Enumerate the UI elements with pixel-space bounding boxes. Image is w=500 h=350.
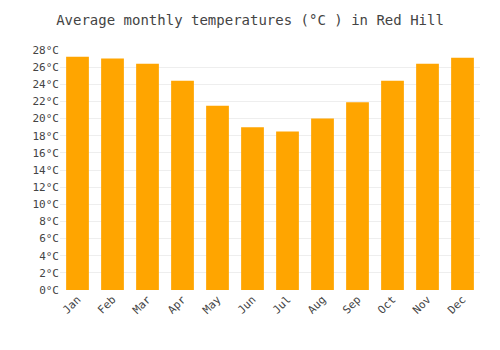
- svg-text:Oct: Oct: [375, 293, 398, 316]
- svg-text:8°C: 8°C: [39, 215, 59, 228]
- svg-text:Feb: Feb: [95, 293, 118, 316]
- svg-text:Dec: Dec: [445, 293, 468, 316]
- svg-text:Mar: Mar: [130, 293, 154, 317]
- svg-text:12°C: 12°C: [33, 181, 60, 194]
- svg-text:Aug: Aug: [305, 293, 328, 316]
- svg-text:4°C: 4°C: [39, 250, 59, 263]
- svg-text:6°C: 6°C: [39, 232, 59, 245]
- svg-text:Apr: Apr: [165, 293, 189, 317]
- svg-text:22°C: 22°C: [33, 95, 60, 108]
- svg-text:Sep: Sep: [340, 293, 363, 316]
- svg-text:0°C: 0°C: [39, 284, 59, 297]
- svg-text:14°C: 14°C: [33, 164, 60, 177]
- svg-text:28°C: 28°C: [33, 44, 60, 57]
- svg-text:26°C: 26°C: [33, 61, 60, 74]
- svg-text:24°C: 24°C: [33, 78, 60, 91]
- svg-text:2°C: 2°C: [39, 267, 59, 280]
- svg-text:20°C: 20°C: [33, 112, 60, 125]
- svg-text:Nov: Nov: [410, 293, 434, 317]
- svg-text:Jun: Jun: [235, 293, 258, 316]
- svg-text:18°C: 18°C: [33, 130, 60, 143]
- svg-text:10°C: 10°C: [33, 198, 60, 211]
- svg-text:Average monthly temperatures (: Average monthly temperatures (°C ) in Re…: [56, 12, 444, 28]
- svg-text:May: May: [200, 293, 224, 317]
- svg-text:Jul: Jul: [270, 293, 293, 316]
- svg-text:16°C: 16°C: [33, 147, 60, 160]
- svg-text:Jan: Jan: [60, 293, 83, 316]
